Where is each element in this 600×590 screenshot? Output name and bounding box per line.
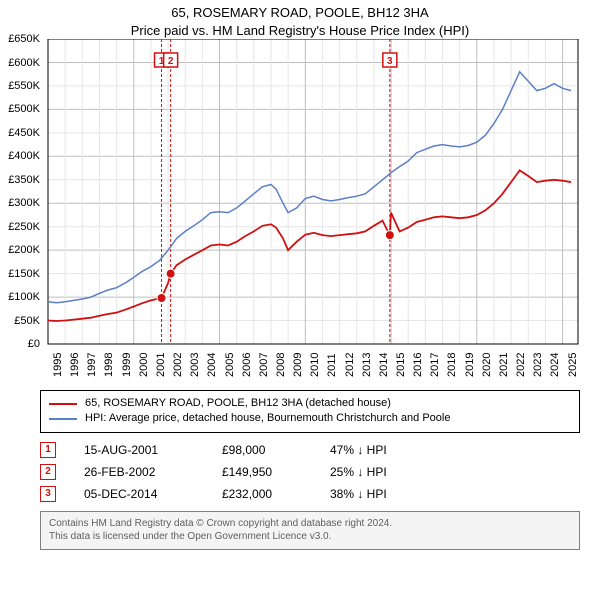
x-tick-label: 2005 [224,353,236,377]
y-tick-label: £500K [8,103,40,115]
legend-row-price-paid: 65, ROSEMARY ROAD, POOLE, BH12 3HA (deta… [49,396,571,411]
x-tick-label: 2020 [481,353,493,377]
y-tick-label: £0 [28,338,40,350]
transaction-pct-vs-hpi: 25% ↓ HPI [330,465,420,479]
x-tick-label: 2021 [498,353,510,377]
x-tick-label: 2007 [258,353,270,377]
legend-swatch-price-paid [49,403,77,405]
svg-text:2: 2 [168,56,174,67]
transaction-marker: 2 [40,464,56,480]
x-tick-label: 2023 [532,353,544,377]
svg-text:3: 3 [387,56,393,67]
legend-swatch-hpi [49,418,77,420]
transaction-date: 26-FEB-2002 [84,465,194,479]
y-tick-label: £300K [8,197,40,209]
x-tick-label: 1997 [86,353,98,377]
transaction-row: 1 15-AUG-2001 £98,000 47% ↓ HPI [40,439,580,461]
legend-row-hpi: HPI: Average price, detached house, Bour… [49,411,571,426]
attribution-footer: Contains HM Land Registry data © Crown c… [40,511,580,550]
y-tick-label: £650K [8,33,40,45]
x-tick-label: 2015 [395,353,407,377]
transaction-pct-vs-hpi: 38% ↓ HPI [330,487,420,501]
y-tick-label: £350K [8,174,40,186]
x-tick-label: 2013 [361,353,373,377]
y-tick-label: £100K [8,291,40,303]
chart-title-block: 65, ROSEMARY ROAD, POOLE, BH12 3HA Price… [0,0,600,39]
y-tick-label: £250K [8,221,40,233]
transaction-pct-vs-hpi: 47% ↓ HPI [330,443,420,457]
transaction-row: 2 26-FEB-2002 £149,950 25% ↓ HPI [40,461,580,483]
x-tick-label: 1998 [103,353,115,377]
x-tick-label: 2006 [241,353,253,377]
y-tick-label: £550K [8,80,40,92]
transaction-price: £98,000 [222,443,302,457]
x-tick-label: 2025 [567,353,579,377]
y-tick-label: £50K [14,315,40,327]
chart-svg: 123 [0,39,600,384]
title-line-2: Price paid vs. HM Land Registry's House … [0,22,600,40]
x-tick-label: 2004 [206,353,218,377]
x-tick-label: 2019 [464,353,476,377]
x-tick-label: 2009 [292,353,304,377]
x-tick-label: 2012 [344,353,356,377]
x-tick-label: 2014 [378,353,390,377]
x-tick-label: 1999 [121,353,133,377]
x-tick-label: 2008 [275,353,287,377]
footer-line-1: Contains HM Land Registry data © Crown c… [49,517,571,531]
y-tick-label: £600K [8,57,40,69]
legend-label-price-paid: 65, ROSEMARY ROAD, POOLE, BH12 3HA (deta… [85,396,391,411]
x-tick-label: 2001 [155,353,167,377]
transaction-date: 15-AUG-2001 [84,443,194,457]
transaction-marker: 1 [40,442,56,458]
x-tick-label: 2011 [326,353,338,377]
x-tick-label: 2022 [515,353,527,377]
y-tick-label: £400K [8,150,40,162]
transaction-row: 3 05-DEC-2014 £232,000 38% ↓ HPI [40,483,580,505]
x-tick-label: 2010 [309,353,321,377]
x-tick-label: 2024 [549,353,561,377]
x-tick-label: 2003 [189,353,201,377]
chart-area: 123 £0£50K£100K£150K£200K£250K£300K£350K… [0,39,600,384]
transaction-price: £149,950 [222,465,302,479]
x-tick-label: 2017 [429,353,441,377]
transaction-date: 05-DEC-2014 [84,487,194,501]
y-tick-label: £450K [8,127,40,139]
legend-label-hpi: HPI: Average price, detached house, Bour… [85,411,450,426]
y-tick-label: £200K [8,244,40,256]
x-tick-label: 2002 [172,353,184,377]
y-tick-label: £150K [8,268,40,280]
x-tick-label: 1996 [69,353,81,377]
transactions-table: 1 15-AUG-2001 £98,000 47% ↓ HPI 2 26-FEB-2002… [40,439,580,505]
legend: 65, ROSEMARY ROAD, POOLE, BH12 3HA (deta… [40,390,580,433]
x-tick-label: 2018 [446,353,458,377]
footer-line-2: This data is licensed under the Open Gov… [49,530,571,544]
transaction-marker: 3 [40,486,56,502]
title-line-1: 65, ROSEMARY ROAD, POOLE, BH12 3HA [0,4,600,22]
x-tick-label: 2016 [412,353,424,377]
x-tick-label: 1995 [52,353,64,377]
transaction-price: £232,000 [222,487,302,501]
x-tick-label: 2000 [138,353,150,377]
